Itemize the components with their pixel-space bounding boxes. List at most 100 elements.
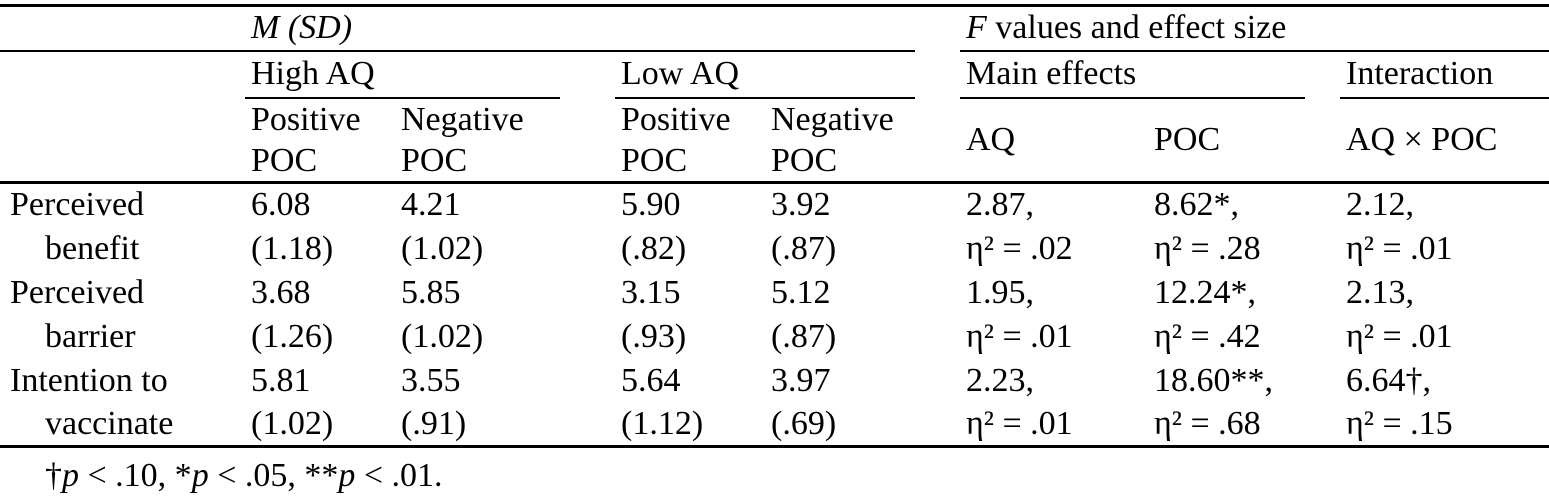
spacer-cell (1305, 271, 1340, 315)
group-header-high-aq: High AQ (245, 50, 560, 99)
f-cell: 18.60**, (1154, 361, 1273, 399)
group-header-interaction: Interaction (1340, 50, 1549, 99)
eta-cell: η² = .01 (1346, 229, 1453, 267)
sd-cell: (1.02) (401, 229, 484, 267)
spacer-cell (915, 4, 960, 51)
mean-cell: 5.81 (251, 361, 311, 399)
col-header-aq: AQ (960, 97, 1148, 185)
col-header-negative-poc-low: Negative POC (765, 97, 915, 185)
sd-cell: (.69) (765, 402, 915, 449)
spacer-cell (1305, 315, 1340, 359)
spacer-cell (1305, 359, 1340, 403)
sd-cell: (1.18) (251, 229, 334, 267)
col-header-poc: POC (1148, 97, 1305, 185)
table-row: benefit (1.18) (1.02) (.82) (.87) η² = .… (0, 227, 1549, 271)
sd-cell: (1.02) (401, 317, 484, 355)
spacer-cell (915, 315, 960, 359)
table-row: vaccinate (1.02) (.91) (1.12) (.69) η² =… (0, 402, 1549, 449)
f-cell: 2.13, (1346, 273, 1414, 311)
spacer-cell (915, 402, 960, 449)
eta-cell: η² = .28 (1154, 229, 1261, 267)
mean-cell: 6.08 (251, 186, 311, 224)
f-cell: 12.24*, (1154, 273, 1256, 311)
mean-cell: 3.55 (401, 361, 461, 399)
footnote-text: < .05, ** (208, 457, 339, 495)
p-symbol: p (62, 457, 79, 495)
spacer-cell (1305, 183, 1340, 227)
dagger-symbol: † (45, 457, 62, 495)
col-header-negative-poc-high: Negative POC (395, 97, 560, 185)
row-label-line2: barrier (45, 317, 136, 355)
f-label-rest: values and effect size (986, 8, 1287, 46)
mean-cell: 5.85 (401, 273, 461, 311)
sd-cell: (.91) (395, 402, 560, 449)
spacer-cell (915, 97, 960, 185)
eta-cell: η² = .02 (966, 229, 1073, 267)
spacer-cell (560, 183, 615, 227)
mean-cell: 3.68 (251, 273, 311, 311)
mean-cell: 3.97 (771, 361, 831, 399)
spacer-cell (560, 51, 615, 98)
spacer-cell (1305, 402, 1340, 449)
table-row: barrier (1.26) (1.02) (.93) (.87) η² = .… (0, 315, 1549, 359)
msd-spanner-header: M (SD) (245, 4, 915, 52)
row-label-line1: Perceived (10, 273, 145, 311)
eta-cell: η² = .01 (960, 402, 1148, 449)
stub-header-cell (0, 97, 245, 185)
col-header-positive-poc-high: Positive POC (245, 97, 395, 185)
row-label-line1: Perceived (10, 186, 145, 224)
spacer-cell (915, 51, 960, 98)
f-symbol: F (966, 8, 987, 46)
eta-cell: η² = .01 (1346, 317, 1453, 355)
row-label-line1: Intention to (10, 361, 168, 399)
eta-cell: η² = .15 (1340, 402, 1549, 449)
sd-cell: (.87) (771, 229, 837, 267)
eta-cell: η² = .01 (966, 317, 1073, 355)
f-cell: 2.87, (966, 186, 1034, 224)
f-cell: 1.95, (966, 273, 1034, 311)
eta-cell: η² = .68 (1148, 402, 1305, 449)
mean-cell: 4.21 (401, 186, 461, 224)
spacer-cell (560, 271, 615, 315)
col-header-positive-poc-low: Positive POC (615, 97, 765, 185)
stub-header-cell (0, 4, 245, 52)
spacer-cell (560, 97, 615, 185)
spacer-cell (1305, 51, 1340, 98)
spacer-cell (560, 359, 615, 403)
f-cell: 8.62*, (1154, 186, 1239, 224)
spacer-cell (560, 402, 615, 449)
mean-cell: 5.90 (621, 186, 681, 224)
eta-cell: η² = .42 (1154, 317, 1261, 355)
p-symbol: p (338, 457, 356, 495)
footnote-text: < .01. (355, 457, 443, 495)
mean-cell: 3.15 (621, 273, 681, 311)
footnote-text: < .10, * (79, 457, 192, 495)
f-cell: 2.12, (1346, 186, 1414, 224)
f-values-spanner-header: F values and effect size (960, 4, 1549, 52)
significance-footnote: †p < .10, *p < .05, **p < .01. (45, 456, 1549, 497)
f-cell: 6.64†, (1346, 361, 1431, 399)
spacer-cell (915, 227, 960, 271)
sd-cell: (.87) (771, 317, 837, 355)
table-row: Perceived 6.08 4.21 5.90 3.92 2.87, 8.62… (0, 183, 1549, 227)
spacer-cell (1305, 227, 1340, 271)
sd-cell: (1.12) (615, 402, 765, 449)
group-header-main-effects: Main effects (960, 50, 1305, 99)
row-label-line2: vaccinate (0, 402, 245, 449)
sd-cell: (.93) (621, 317, 687, 355)
group-header-low-aq: Low AQ (615, 50, 915, 99)
sd-cell: (.82) (621, 229, 687, 267)
stub-header-cell (0, 51, 245, 98)
mean-cell: 5.12 (771, 273, 831, 311)
spacer-cell (915, 183, 960, 227)
f-cell: 2.23, (966, 361, 1034, 399)
spacer-cell (915, 271, 960, 315)
spacer-cell (560, 315, 615, 359)
anova-results-table: M (SD) F values and effect size High AQ … (0, 4, 1549, 449)
spacer-cell (560, 227, 615, 271)
mean-cell: 3.92 (771, 186, 831, 224)
mean-cell: 5.64 (621, 361, 681, 399)
p-symbol: p (191, 457, 209, 495)
row-label-line2: benefit (45, 229, 140, 267)
table-row: Intention to 5.81 3.55 5.64 3.97 2.23, 1… (0, 359, 1549, 403)
